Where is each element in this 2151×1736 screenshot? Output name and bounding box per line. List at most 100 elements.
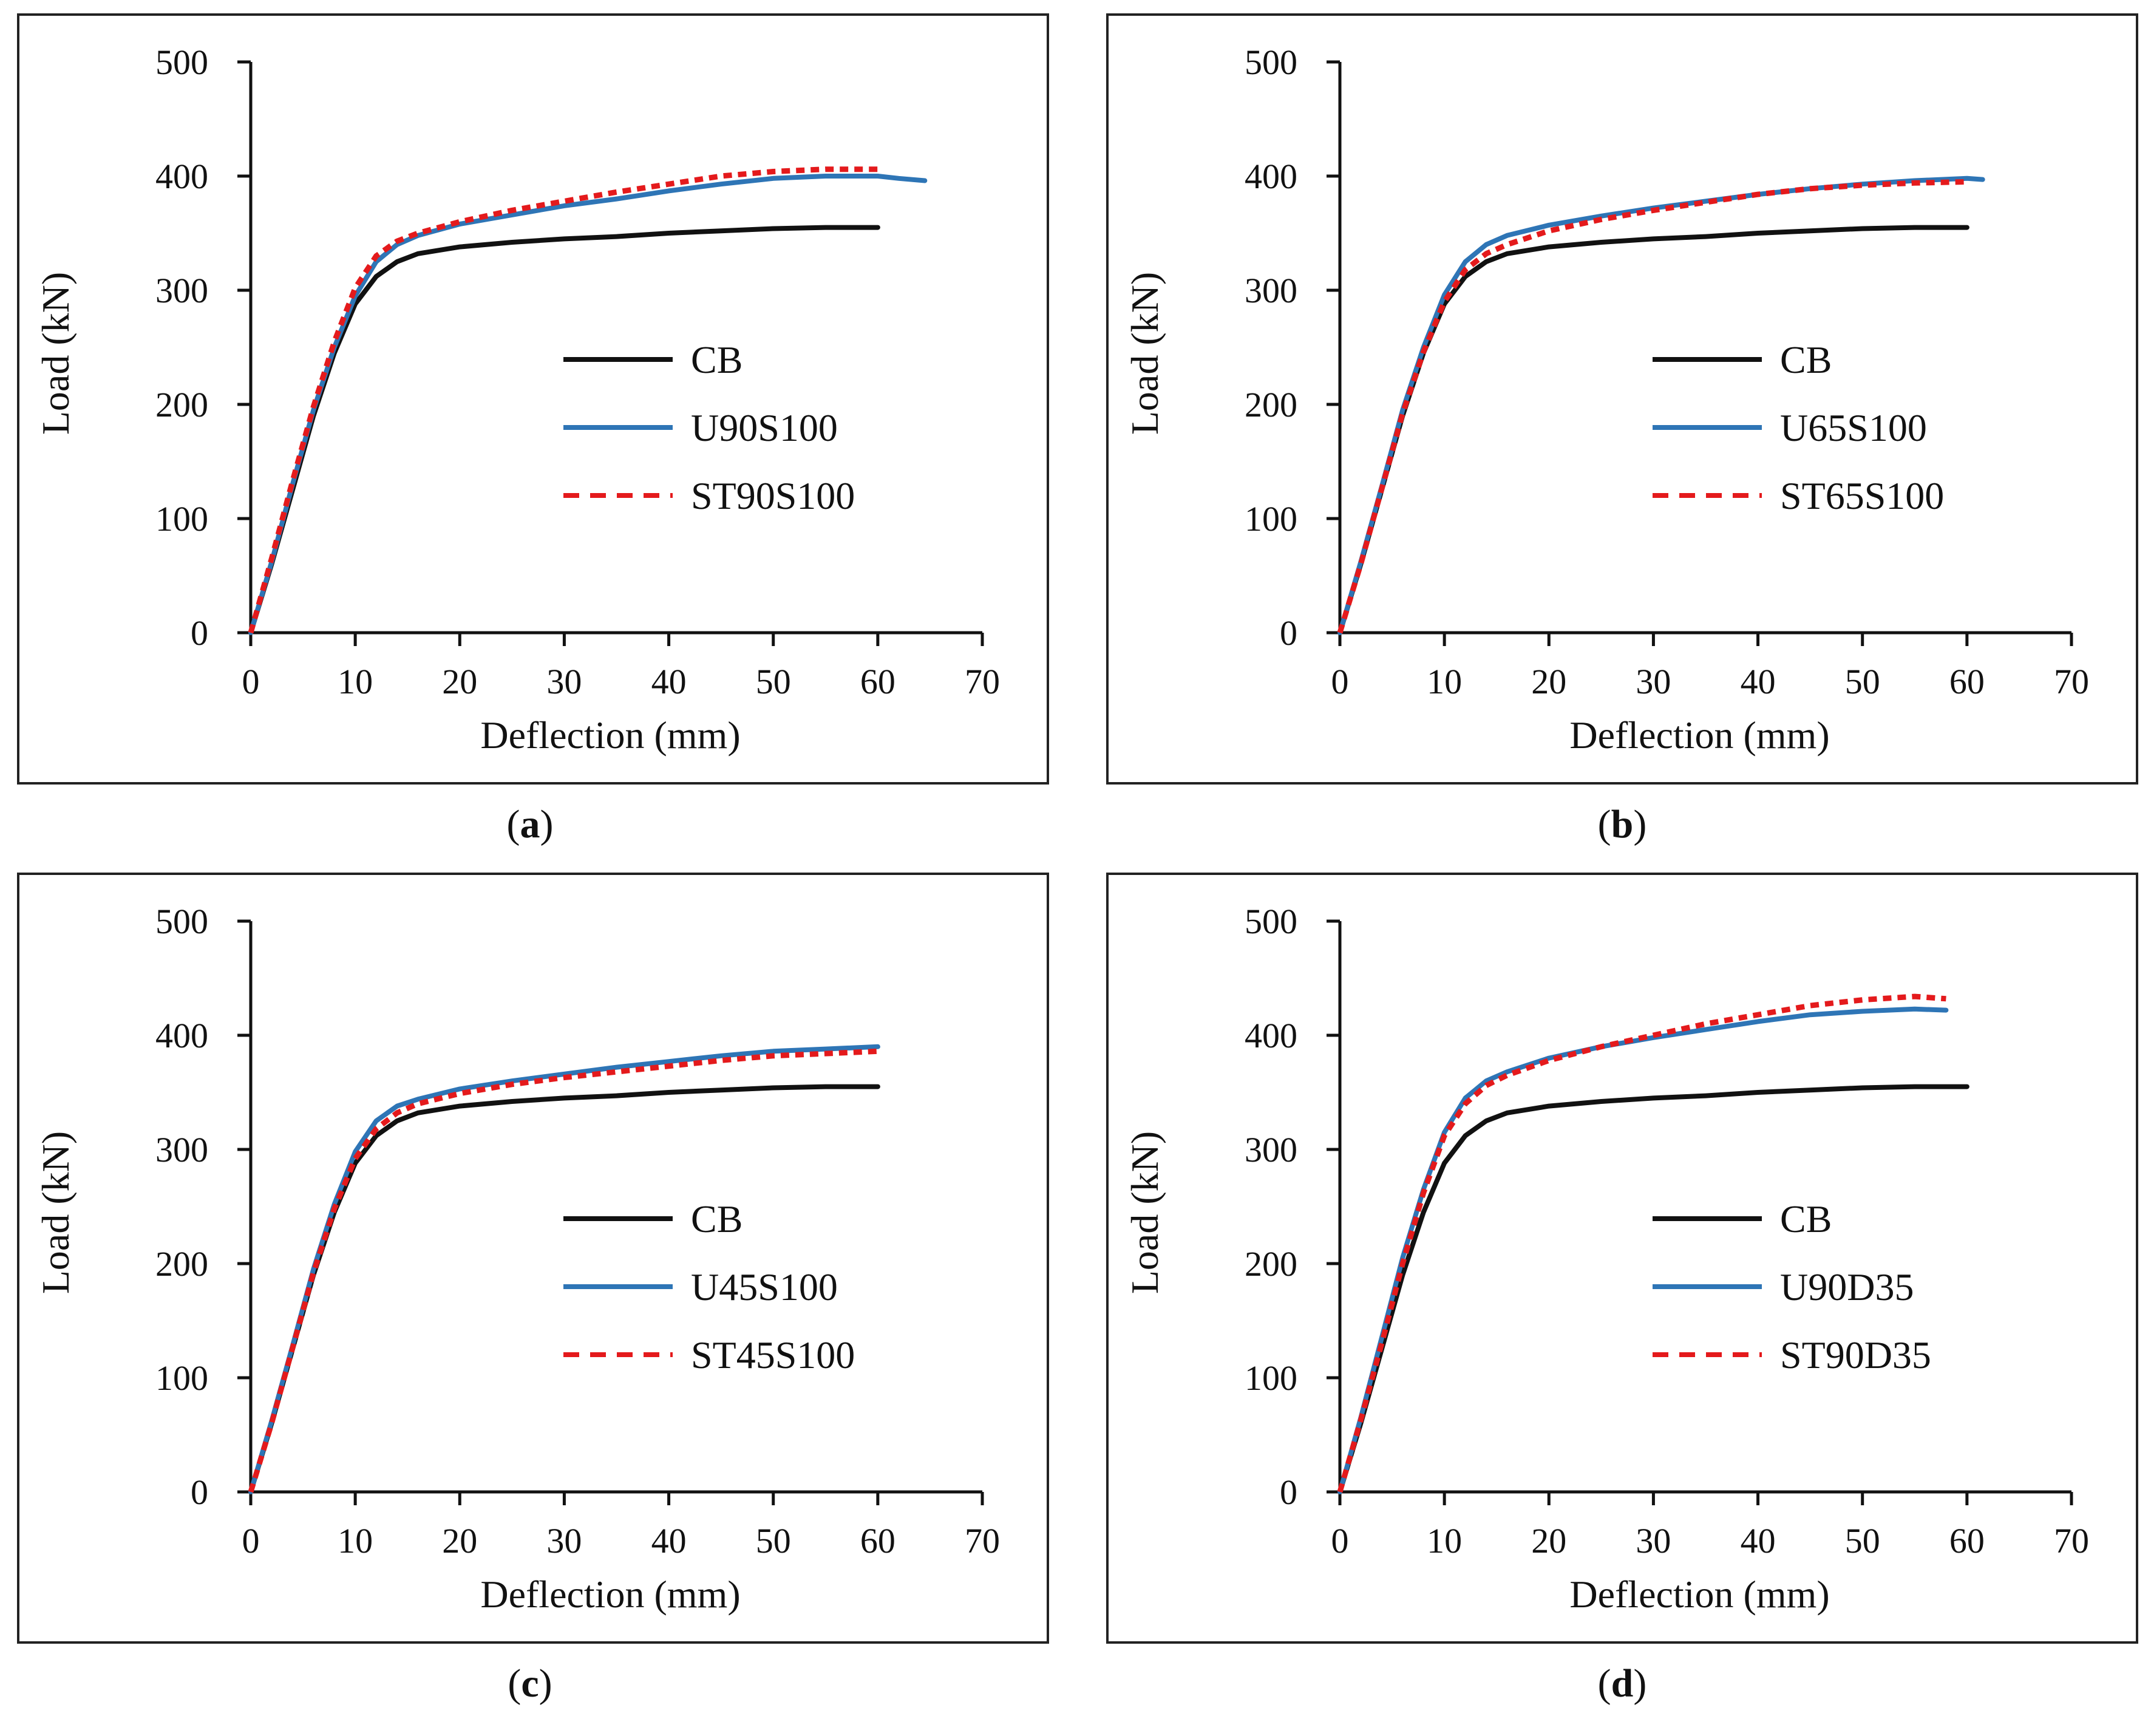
x-tick-label: 40 xyxy=(651,662,687,701)
x-tick-label: 60 xyxy=(1949,662,1985,701)
y-tick-label: 200 xyxy=(1245,1244,1297,1284)
x-tick-label: 70 xyxy=(965,1521,1000,1561)
y-axis-title: Load (kN) xyxy=(1123,272,1166,435)
series-line-U90S100 xyxy=(248,174,928,635)
chart-frame xyxy=(1106,13,2138,785)
x-tick-label: 20 xyxy=(442,662,477,701)
legend-label: CB xyxy=(1780,1197,1832,1241)
legend-label: U90D35 xyxy=(1780,1265,1914,1309)
chart-svg-c: 0 100 200 300 400 500 0 10 20 30 40 50 60 70 Deflectio… xyxy=(17,873,1049,1644)
y-tick-label: 500 xyxy=(155,902,208,941)
y-tick-label: 300 xyxy=(1245,271,1297,310)
series-line-ST90D35 xyxy=(1337,993,1946,1493)
x-tick-label: 40 xyxy=(651,1521,687,1561)
x-tick-label: 70 xyxy=(2054,1521,2089,1561)
x-axis-title: Deflection (mm) xyxy=(1569,713,1829,757)
caption-letter: a xyxy=(520,802,540,846)
chart-panel-a: 0 100 200 300 400 500 0 10 20 30 40 50 60 70 Deflectio… xyxy=(17,13,1049,785)
x-tick-label: 30 xyxy=(546,1521,582,1561)
y-axis-title: Load (kN) xyxy=(1123,1131,1166,1294)
y-axis-title: Load (kN) xyxy=(34,1131,77,1294)
chart-svg-d: 0 100 200 300 400 500 0 10 20 30 40 50 60 70 Deflectio… xyxy=(1106,873,2138,1644)
x-tick-label: 0 xyxy=(242,662,260,701)
caption-close: ) xyxy=(1633,1661,1647,1706)
x-tick-label: 10 xyxy=(1427,662,1462,701)
x-tick-label: 50 xyxy=(756,662,791,701)
y-tick-label: 500 xyxy=(1245,43,1297,82)
x-tick-label: 30 xyxy=(1636,662,1671,701)
x-tick-label: 60 xyxy=(1949,1521,1985,1561)
chart-frame xyxy=(1106,873,2138,1644)
series-line-ST90S100 xyxy=(248,166,878,634)
x-tick-label: 70 xyxy=(965,662,1000,701)
legend-label: ST65S100 xyxy=(1780,474,1944,517)
y-axis-title: Load (kN) xyxy=(34,272,77,435)
caption-letter: c xyxy=(521,1661,539,1706)
y-tick-label: 200 xyxy=(155,385,208,424)
legend-label: U65S100 xyxy=(1780,406,1927,449)
legend-label: CB xyxy=(691,338,742,381)
x-tick-label: 30 xyxy=(1636,1521,1671,1561)
legend-label: U45S100 xyxy=(691,1265,838,1309)
caption-close: ) xyxy=(539,1661,552,1706)
caption-letter: b xyxy=(1611,802,1634,846)
chart-panel-d: 0 100 200 300 400 500 0 10 20 30 40 50 60 70 Deflectio… xyxy=(1106,873,2138,1644)
y-tick-label: 400 xyxy=(155,157,208,196)
legend-label: ST90D35 xyxy=(1780,1333,1931,1377)
x-tick-label: 10 xyxy=(338,1521,373,1561)
y-tick-label: 100 xyxy=(155,1358,208,1398)
y-tick-label: 200 xyxy=(1245,385,1297,424)
caption-b: (b) xyxy=(1501,802,1744,848)
legend-label: ST90S100 xyxy=(691,474,855,517)
series-line-CB xyxy=(1337,1084,1969,1494)
x-tick-label: 20 xyxy=(1531,662,1566,701)
x-tick-label: 20 xyxy=(1531,1521,1566,1561)
y-tick-label: 300 xyxy=(155,271,208,310)
y-tick-label: 500 xyxy=(155,43,208,82)
x-tick-label: 50 xyxy=(1845,662,1880,701)
x-tick-label: 20 xyxy=(442,1521,477,1561)
caption-close: ) xyxy=(1633,802,1647,846)
x-axis-title: Deflection (mm) xyxy=(1569,1573,1829,1616)
chart-panel-b: 0 100 200 300 400 500 0 10 20 30 40 50 60 70 Deflectio… xyxy=(1106,13,2138,785)
y-tick-label: 0 xyxy=(191,613,208,653)
caption-open: ( xyxy=(508,1661,522,1706)
series-line-ST45S100 xyxy=(248,1048,878,1493)
y-tick-label: 100 xyxy=(1245,1358,1297,1398)
caption-d: (d) xyxy=(1501,1661,1744,1707)
x-tick-label: 40 xyxy=(1741,662,1776,701)
y-tick-label: 500 xyxy=(1245,902,1297,941)
series-line-U65S100 xyxy=(1337,175,1985,635)
chart-svg-a: 0 100 200 300 400 500 0 10 20 30 40 50 60 70 Deflectio… xyxy=(17,13,1049,785)
y-tick-label: 200 xyxy=(155,1244,208,1284)
caption-a: (a) xyxy=(409,802,651,848)
x-tick-label: 60 xyxy=(860,662,895,701)
legend-label: CB xyxy=(691,1197,742,1241)
x-tick-label: 0 xyxy=(242,1521,260,1561)
y-tick-label: 0 xyxy=(191,1472,208,1512)
chart-svg-b: 0 100 200 300 400 500 0 10 20 30 40 50 60 70 Deflectio… xyxy=(1106,13,2138,785)
series-line-ST65S100 xyxy=(1337,179,1967,634)
x-tick-label: 70 xyxy=(2054,662,2089,701)
y-tick-label: 400 xyxy=(1245,157,1297,196)
chart-panel-c: 0 100 200 300 400 500 0 10 20 30 40 50 60 70 Deflectio… xyxy=(17,873,1049,1644)
caption-c: (c) xyxy=(409,1661,651,1707)
y-tick-label: 300 xyxy=(1245,1130,1297,1169)
legend-label: ST45S100 xyxy=(691,1333,855,1377)
y-tick-label: 400 xyxy=(1245,1016,1297,1055)
chart-frame xyxy=(17,13,1049,785)
series-line-U45S100 xyxy=(248,1044,880,1494)
y-tick-label: 300 xyxy=(155,1130,208,1169)
caption-close: ) xyxy=(540,802,554,846)
x-tick-label: 0 xyxy=(1331,662,1349,701)
x-tick-label: 40 xyxy=(1741,1521,1776,1561)
y-tick-label: 400 xyxy=(155,1016,208,1055)
caption-open: ( xyxy=(506,802,520,846)
y-tick-label: 100 xyxy=(155,499,208,539)
x-tick-label: 10 xyxy=(1427,1521,1462,1561)
legend-label: CB xyxy=(1780,338,1832,381)
x-tick-label: 50 xyxy=(1845,1521,1880,1561)
legend-label: U90S100 xyxy=(691,406,838,449)
caption-open: ( xyxy=(1597,802,1611,846)
y-tick-label: 0 xyxy=(1280,613,1297,653)
